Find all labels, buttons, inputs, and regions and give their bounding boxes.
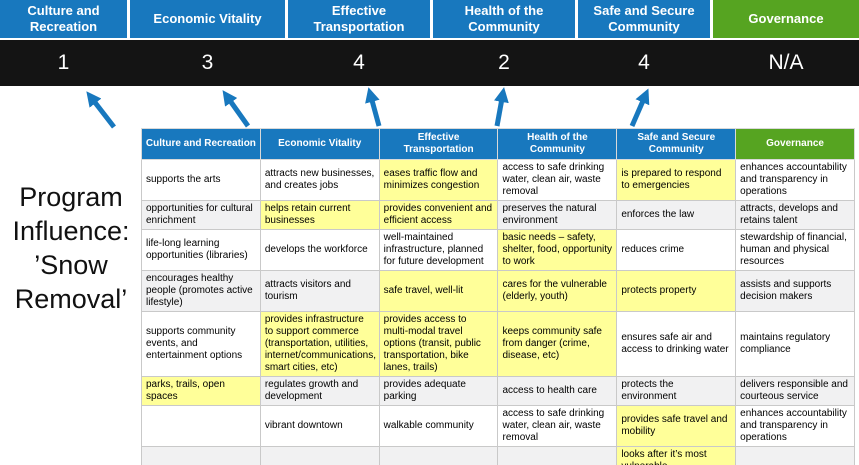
score-value-health-of-the-community: 2 <box>498 51 510 74</box>
matrix-body: supports the arts attracts new businesses… <box>141 159 855 465</box>
matrix-cell: provides infrastructure to support comme… <box>259 311 380 377</box>
top-header-effective-transportation: Effective Transportation <box>288 0 430 38</box>
top-header-safe-and-secure-community: Safe and Secure Community <box>578 0 710 38</box>
up-arrow-icon <box>86 91 116 129</box>
matrix-cell: opportunities for cultural enrichment <box>141 200 261 230</box>
up-arrow-icon <box>222 90 251 128</box>
matrix-cell: safe travel, well-lit <box>378 270 499 312</box>
top-header-culture-and-recreation: Culture and Recreation <box>0 0 127 38</box>
score-value-economic-vitality: 3 <box>201 51 214 74</box>
matrix-cell: maintains regulatory compliance <box>735 311 855 377</box>
matrix-cell: cares for the vulnerable (elderly, youth… <box>497 270 618 312</box>
matrix-cell: basic needs – safety, shelter, food, opp… <box>497 229 618 271</box>
table-row: parks, trails, open spaces regulates grow… <box>141 376 855 406</box>
matrix-cell: supports the arts <box>141 159 261 201</box>
matrix-cell: develops the workforce <box>259 229 380 271</box>
matrix-cell: reduces crime <box>616 229 737 271</box>
top-header-health-of-the-community: Health of the Community <box>433 0 575 38</box>
matrix-cell: provides adequate parking <box>378 376 499 406</box>
top-header-economic-vitality: Economic Vitality <box>130 0 285 38</box>
matrix-cell: ensures safe air and access to drinking … <box>616 311 737 377</box>
table-row: supports community events, and entertain… <box>141 311 855 377</box>
column-header-safe-and-secure-community: Safe and Secure Community <box>616 128 737 160</box>
table-row: vibrant downtown walkable community access… <box>141 405 855 447</box>
up-arrow-icon <box>494 87 509 127</box>
matrix-cell: keeps community safe from danger (crime,… <box>497 311 618 377</box>
matrix-cell <box>497 446 618 465</box>
score-row: 1 3 4 2 4 N/A <box>0 40 859 86</box>
matrix-cell: protects property <box>616 270 737 312</box>
score-bar: 1 3 4 2 4 N/A <box>0 40 859 86</box>
matrix-cell: life-long learning opportunities (librar… <box>141 229 261 271</box>
matrix-cell: delivers responsible and courteous servi… <box>735 376 855 406</box>
score-value-safe-and-secure-community: 4 <box>638 51 650 74</box>
matrix-cell: provides safe travel and mobility <box>616 405 737 447</box>
matrix-cell: stewardship of financial, human and phys… <box>735 229 855 271</box>
matrix-cell: walkable community <box>378 405 499 447</box>
table-row: looks after it’s most vulnerable <box>141 446 855 465</box>
matrix-cell <box>378 446 499 465</box>
score-value-effective-transportation: 4 <box>353 51 365 74</box>
matrix-cell: attracts new businesses, and creates job… <box>259 159 380 201</box>
matrix-cell <box>141 405 261 447</box>
matrix-cell: provides convenient and efficient access <box>378 200 499 230</box>
matrix-cell: helps retain current businesses <box>259 200 380 230</box>
matrix-cell: access to health care <box>497 376 618 406</box>
matrix-cell: enhances accountability and transparency… <box>735 405 855 447</box>
table-row: life-long learning opportunities (librar… <box>141 229 855 271</box>
up-arrow-icon <box>629 88 650 128</box>
matrix-cell <box>735 446 855 465</box>
column-header-economic-vitality: Economic Vitality <box>259 128 380 160</box>
matrix-cell: access to safe drinking water, clean air… <box>497 159 618 201</box>
column-header-effective-transportation: Effective Transportation <box>378 128 499 160</box>
column-header-health-of-the-community: Health of the Community <box>497 128 618 160</box>
matrix-header-row: Culture and Recreation Economic Vitality E… <box>141 128 855 160</box>
matrix-cell: vibrant downtown <box>259 405 380 447</box>
matrix-cell: enhances accountability and transparency… <box>735 159 855 201</box>
table-row: supports the arts attracts new businesses… <box>141 159 855 201</box>
matrix-cell: attracts visitors and tourism <box>259 270 380 312</box>
score-value-culture-and-recreation: 1 <box>57 51 70 74</box>
matrix-cell: preserves the natural environment <box>497 200 618 230</box>
matrix-cell: regulates growth and development <box>259 376 380 406</box>
matrix-cell: enforces the law <box>616 200 737 230</box>
matrix-cell: supports community events, and entertain… <box>141 311 261 377</box>
table-row: opportunities for cultural enrichment hel… <box>141 200 855 230</box>
matrix-cell <box>259 446 380 465</box>
top-header-row: Culture and Recreation Economic Vitality E… <box>0 0 859 38</box>
matrix-cell <box>141 446 261 465</box>
matrix-cell: eases traffic flow and minimizes congest… <box>378 159 499 201</box>
matrix-cell: parks, trails, open spaces <box>141 376 261 406</box>
up-arrow-icon <box>365 87 382 127</box>
matrix-cell: is prepared to respond to emergencies <box>616 159 737 201</box>
score-value-governance: N/A <box>768 51 804 74</box>
matrix-cell: well-maintained infrastructure, planned … <box>378 229 499 271</box>
column-header-culture-and-recreation: Culture and Recreation <box>141 128 261 160</box>
program-influence-label: Program Influence: ’Snow Removal’ <box>12 182 130 315</box>
matrix-cell: assists and supports decision makers <box>735 270 855 312</box>
influence-matrix: Culture and Recreation Economic Vitality E… <box>141 128 855 465</box>
matrix-cell: access to safe drinking water, clean air… <box>497 405 618 447</box>
matrix-cell: looks after it’s most vulnerable <box>616 446 737 465</box>
matrix-cell: protects the environment <box>616 376 737 406</box>
table-row: encourages healthy people (promotes acti… <box>141 270 855 312</box>
column-header-governance: Governance <box>735 128 855 160</box>
top-header-governance: Governance <box>713 0 859 38</box>
matrix-cell: attracts, develops and retains talent <box>735 200 855 230</box>
matrix-cell: encourages healthy people (promotes acti… <box>141 270 261 312</box>
matrix-cell: provides access to multi-modal travel op… <box>378 311 499 377</box>
